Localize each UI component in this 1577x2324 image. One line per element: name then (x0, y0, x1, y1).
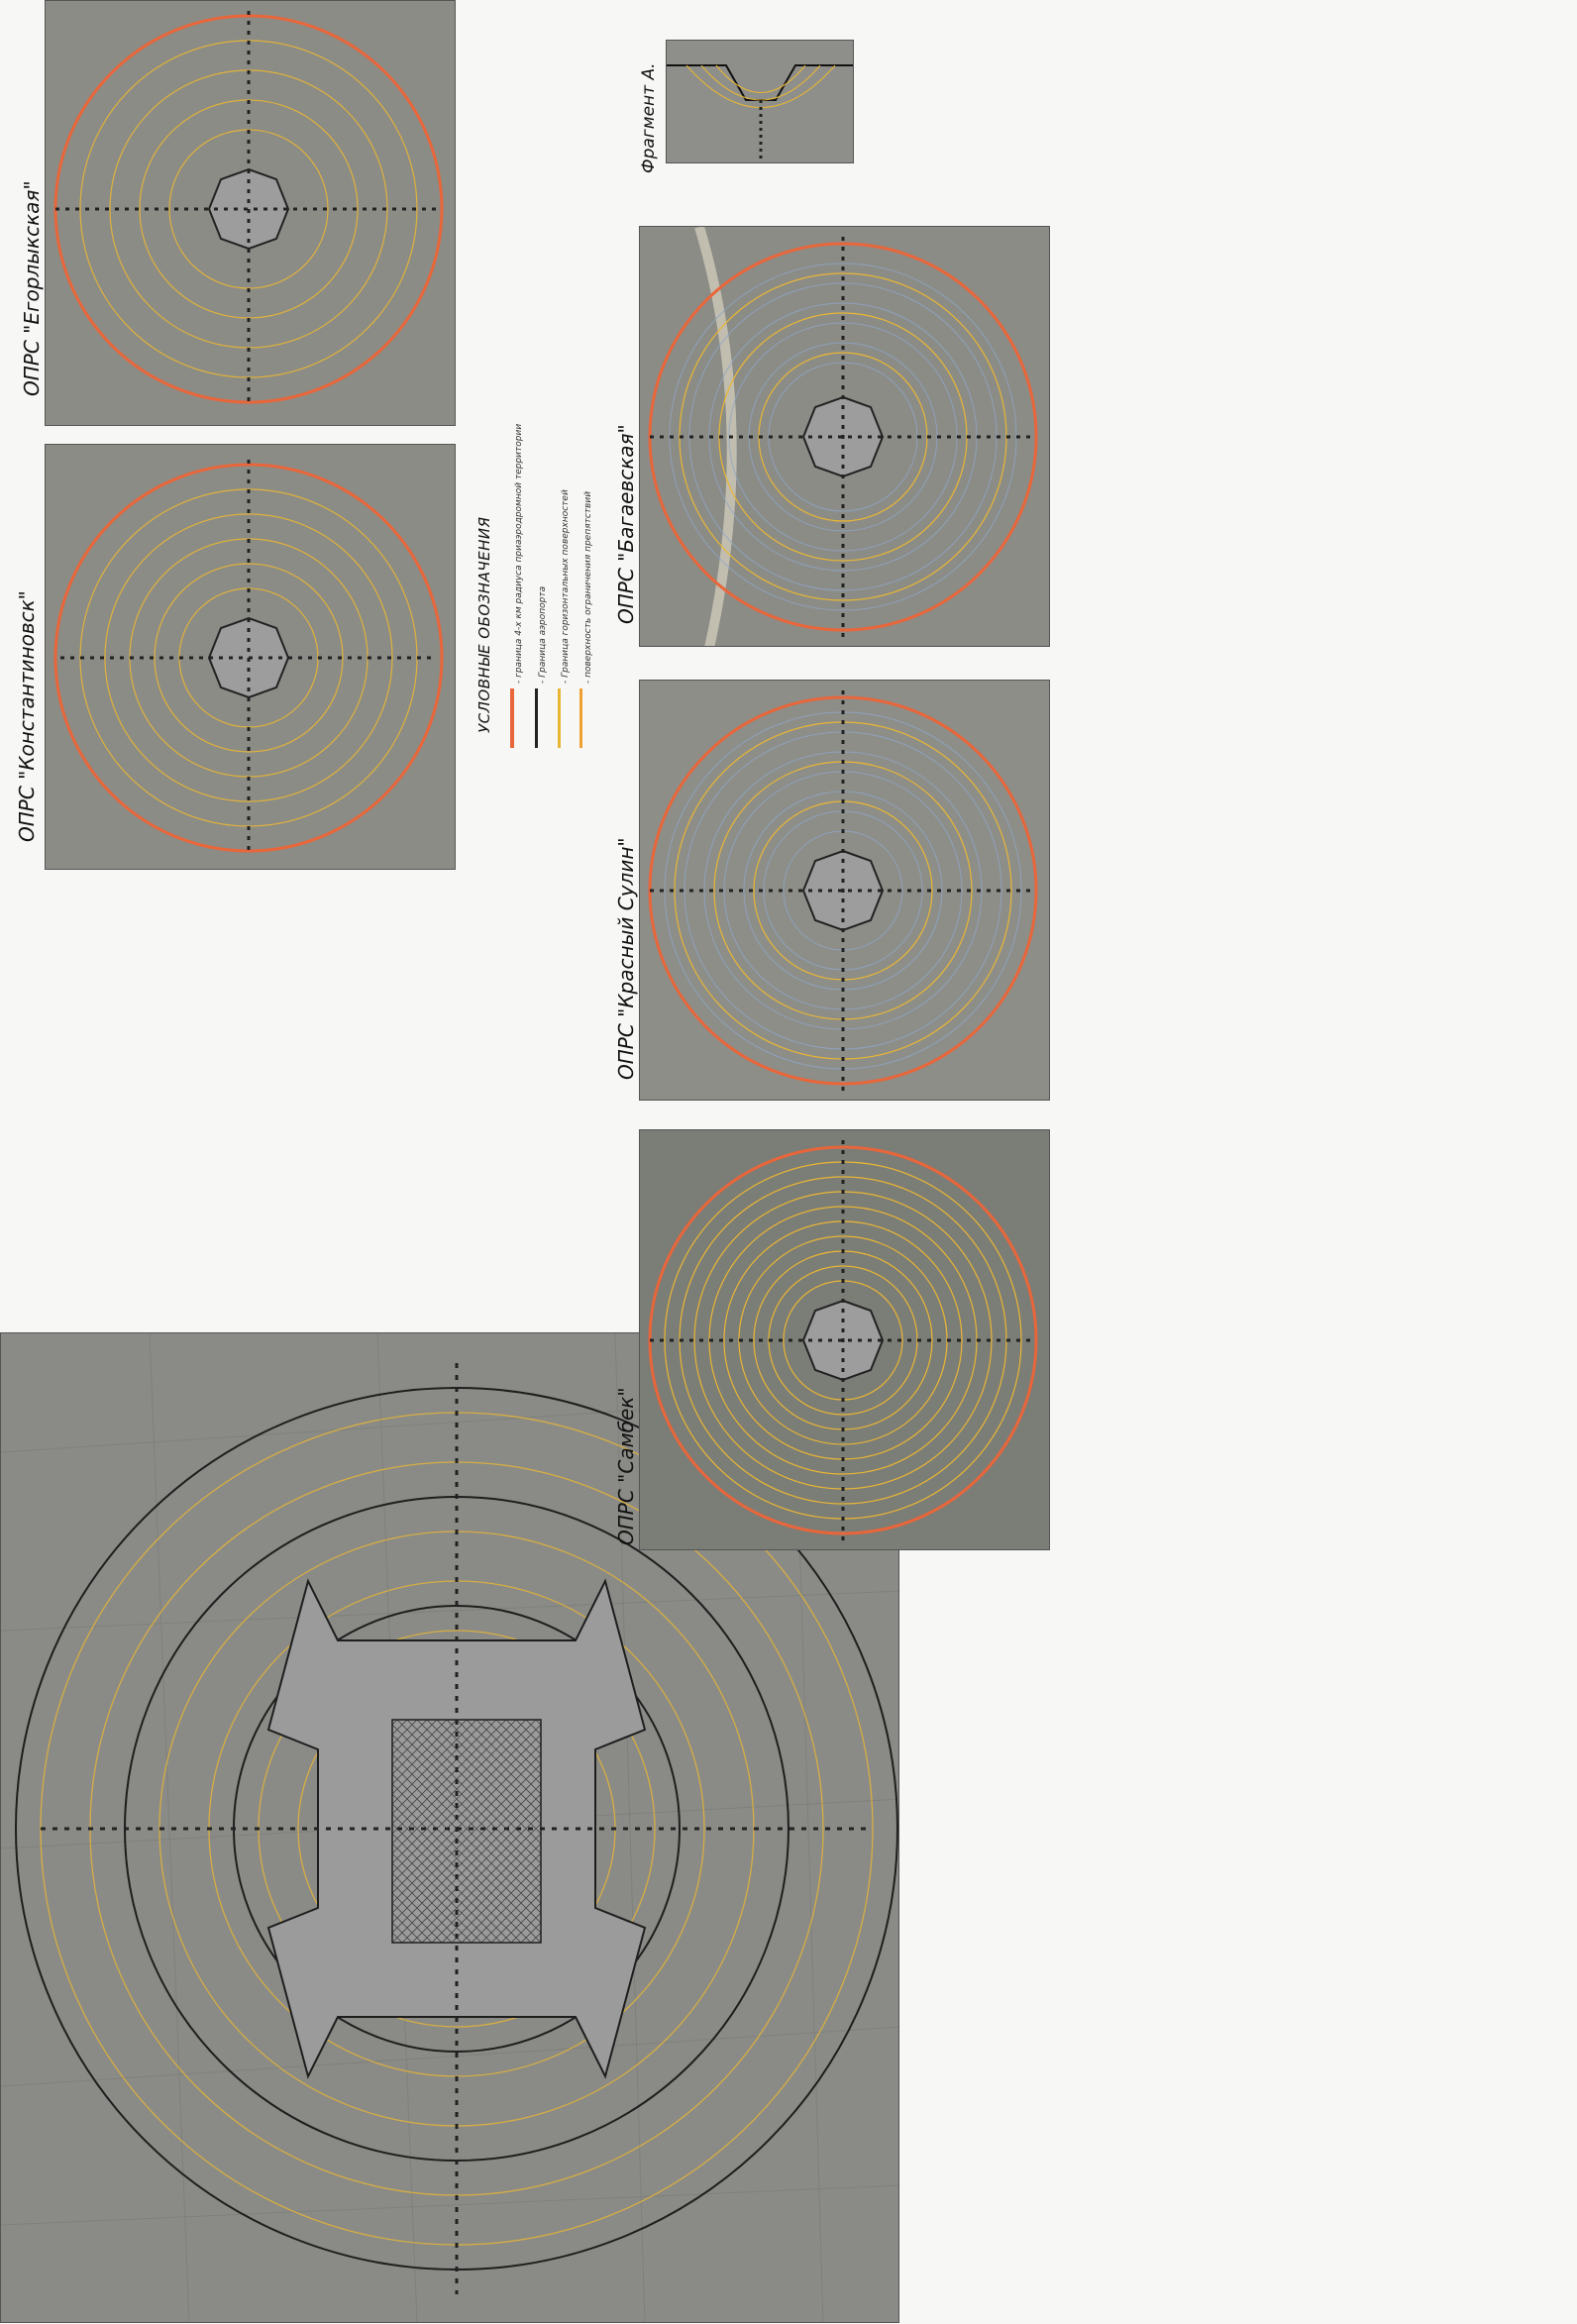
legend-title: УСЛОВНЫЕ ОБОЗНАЧЕНИЯ (475, 516, 493, 733)
legend-item-0: - граница 4-х км радиуса приаэродромной … (514, 423, 524, 684)
legend-swatch-horizontal (558, 688, 561, 748)
map-samback[interactable] (639, 1129, 1050, 1550)
map-caption-krasny-sulin: ОПРС "Красный Сулин" (614, 837, 638, 1080)
legend-item-1: - Граница аэропорта (538, 585, 548, 684)
map-caption-konstantinovsk: ОПРС "Константиновск" (15, 590, 39, 842)
map-samback-graphic (640, 1130, 1049, 1549)
map-konstantinovsk-graphic (46, 445, 455, 869)
map-caption-samback: ОПРС "Самбек" (614, 1387, 638, 1545)
legend: - граница 4-х км радиуса приаэродромной … (500, 424, 599, 753)
legend-item-2: - Граница горизонтальных поверхностей (561, 489, 571, 684)
map-caption-egorlykskaya: ОПРС "Егорлыкская" (20, 180, 44, 396)
map-krasny-sulin[interactable] (639, 680, 1050, 1101)
fragment-caption: Фрагмент А. (639, 62, 659, 173)
map-caption-bagaevskaya: ОПРС "Багаевская" (614, 424, 638, 624)
fragment-a-map[interactable] (666, 40, 854, 163)
map-konstantinovsk[interactable] (45, 444, 456, 870)
legend-item-3: - поверхность ограничения препятствий (583, 490, 593, 684)
map-krasny-sulin-graphic (640, 681, 1049, 1100)
map-bagaevskaya[interactable] (639, 226, 1050, 647)
legend-swatch-obstacle (579, 688, 582, 748)
map-egorlykskaya[interactable] (45, 0, 456, 426)
legend-swatch-boundary (535, 688, 538, 748)
map-bagaevskaya-graphic (640, 227, 1049, 646)
fragment-a-graphic (667, 41, 853, 162)
map-egorlykskaya-graphic (46, 1, 455, 425)
legend-swatch-outer (510, 688, 514, 748)
